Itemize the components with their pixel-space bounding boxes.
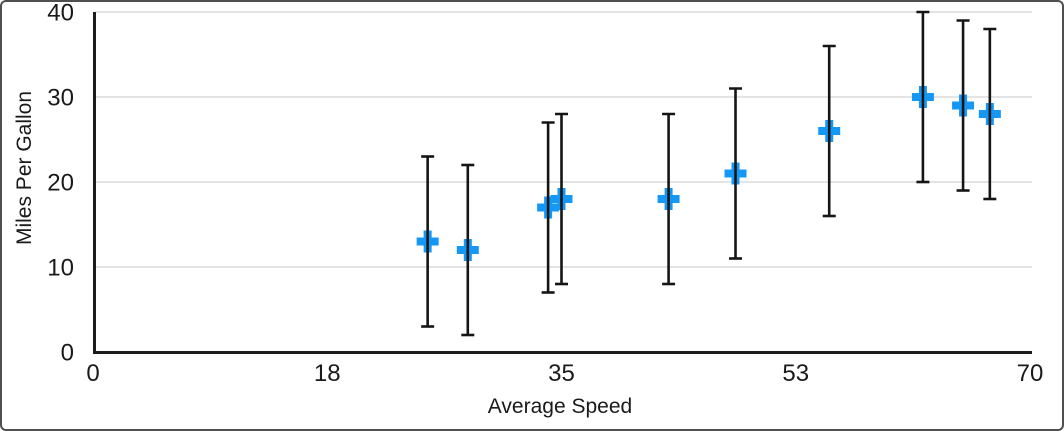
error-bar: [662, 112, 676, 286]
error-bar: [729, 87, 743, 260]
axis-lines: [93, 12, 1032, 354]
y-tick-label-30: 30: [47, 85, 74, 112]
y-tick-label-0: 0: [61, 340, 74, 367]
error-bar: [916, 10, 930, 184]
error-bar: [983, 27, 997, 201]
y-tick-label-10: 10: [47, 255, 74, 282]
y-tick-label-20: 20: [47, 170, 74, 197]
y-axis-tick-labels: 0 10 20 30 40: [47, 2, 74, 367]
error-bar: [956, 19, 970, 192]
data-point-markers: [416, 86, 1001, 261]
x-tick-label-18: 18: [314, 360, 341, 387]
error-bar: [822, 44, 836, 218]
y-tick-label-40: 40: [47, 2, 74, 27]
x-axis-tick-labels: 0 18 35 53 70: [86, 360, 1043, 387]
error-bar: [541, 121, 555, 294]
error-bars: [421, 10, 997, 337]
error-bar: [461, 163, 475, 337]
x-axis-title: Average Speed: [488, 395, 632, 418]
gridlines: [95, 11, 1032, 268]
x-tick-label-0: 0: [86, 360, 99, 387]
x-tick-label-53: 53: [782, 360, 809, 387]
x-tick-label-70: 70: [1017, 360, 1044, 387]
x-tick-label-35: 35: [548, 360, 575, 387]
error-bar: [421, 155, 435, 328]
y-axis-title: Miles Per Gallon: [13, 91, 36, 245]
error-bar: [555, 112, 568, 286]
